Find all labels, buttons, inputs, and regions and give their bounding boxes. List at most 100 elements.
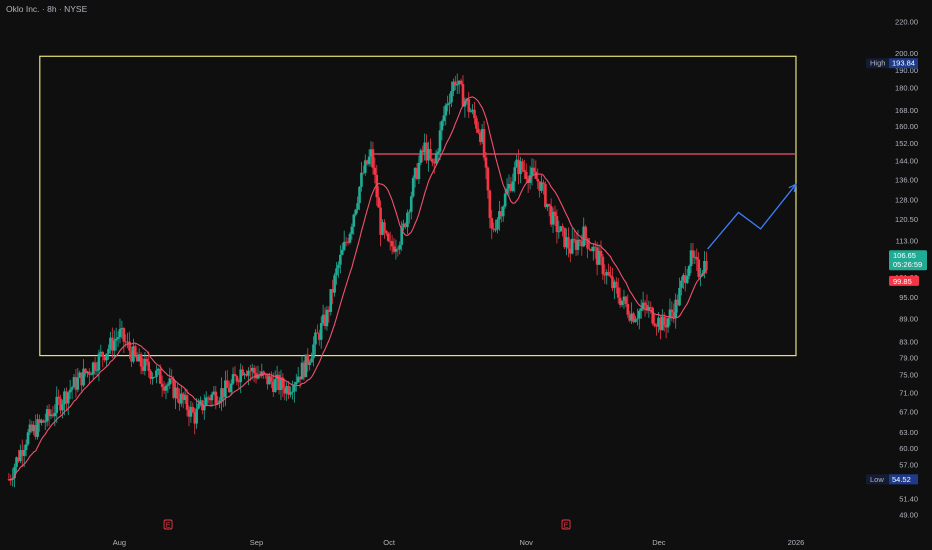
candle-body [551, 211, 555, 225]
candle-body [116, 337, 120, 339]
candle-body [316, 332, 319, 334]
candle-body [304, 354, 308, 378]
candle-body [155, 370, 158, 377]
candle-body [365, 160, 369, 165]
candle-body [501, 206, 505, 217]
candle-body [298, 376, 302, 380]
candle-body [471, 109, 474, 112]
candle-body [547, 203, 551, 206]
candle-body [647, 307, 651, 310]
projection-arrow-head [788, 183, 797, 193]
candle-body [13, 466, 16, 479]
candle-body [139, 354, 143, 367]
candle-body [375, 174, 379, 198]
candle-body [559, 226, 563, 232]
candle-body [170, 378, 174, 380]
candle-body [555, 216, 559, 232]
candle-body [189, 406, 193, 417]
high-label: High [870, 59, 885, 68]
candle-body [682, 275, 685, 281]
candle-body [78, 372, 82, 378]
candle-body [398, 244, 402, 250]
candle-body [208, 397, 212, 401]
candle-body [262, 371, 266, 374]
candle-body [339, 254, 342, 265]
candle-body [659, 317, 662, 331]
candle-body [536, 178, 540, 182]
y-tick-label: 136.00 [895, 175, 918, 184]
candle-body [486, 167, 490, 191]
candle-body [634, 319, 637, 323]
y-tick-label: 79.00 [899, 354, 918, 363]
y-tick-label: 67.00 [899, 408, 918, 417]
candle-body [413, 167, 417, 178]
candle-body [20, 450, 24, 456]
candle-body [118, 328, 122, 338]
candle-body [379, 207, 382, 235]
candle-body [325, 309, 329, 327]
candle-body [245, 373, 248, 376]
earnings-marker [163, 519, 173, 530]
candle-body [70, 387, 74, 390]
candle-body [218, 400, 221, 404]
candle-body [132, 346, 135, 362]
y-tick-label: 128.00 [895, 195, 918, 204]
candle-body [306, 354, 310, 365]
candle-body [438, 130, 442, 152]
candle-body [120, 327, 124, 329]
candle-body [546, 203, 549, 208]
candle-body [590, 248, 593, 252]
candle-body [193, 412, 197, 424]
candle-body [294, 382, 298, 385]
last-price-badge [889, 250, 927, 271]
candle-body [82, 368, 85, 386]
candle-body [63, 391, 66, 405]
candle-body [417, 162, 421, 180]
candle-body [137, 354, 141, 362]
candle-body [484, 157, 488, 168]
candle-body [199, 400, 202, 404]
projection-arrow [707, 183, 797, 250]
candle-body [616, 287, 620, 298]
candle-body [553, 211, 557, 217]
chart-title: Oklo Inc. · 8h · NYSE [6, 4, 88, 14]
candle-body [335, 268, 338, 276]
candle-body [323, 314, 327, 327]
candle-body [423, 142, 426, 153]
candle-body [432, 162, 436, 164]
y-tick-label: 51.40 [899, 495, 918, 504]
moving-average-line [8, 96, 707, 481]
candle-body [195, 408, 198, 424]
candle-body [237, 381, 241, 383]
candle-body [480, 129, 484, 142]
candle-body [572, 238, 576, 241]
candle-body [503, 193, 507, 207]
candle-body [53, 412, 57, 417]
candle-body [406, 212, 409, 228]
candle-body [314, 332, 317, 345]
candle-body [670, 309, 674, 313]
candle-body [28, 424, 32, 433]
y-tick-label: 190.00 [895, 66, 918, 75]
candle-body [47, 409, 51, 417]
candle-body [229, 383, 233, 393]
candle-body [279, 377, 283, 391]
candle-body [114, 338, 118, 341]
candle-body [394, 248, 398, 252]
candle-body [141, 366, 145, 371]
candle-body [693, 256, 697, 258]
y-tick-label: 57.00 [899, 461, 918, 470]
candle-body [111, 337, 114, 351]
candle-body [122, 327, 126, 342]
candle-body [302, 362, 306, 378]
candle-body [628, 314, 632, 321]
y-tick-label: 113.00 [896, 236, 918, 245]
candle-body [672, 312, 676, 319]
candle-body [153, 376, 156, 378]
candle-body [660, 316, 664, 331]
candle-body [565, 237, 568, 248]
candle-body [699, 275, 702, 277]
candle-body [362, 172, 365, 174]
y-tick-label: 200.00 [895, 49, 918, 58]
